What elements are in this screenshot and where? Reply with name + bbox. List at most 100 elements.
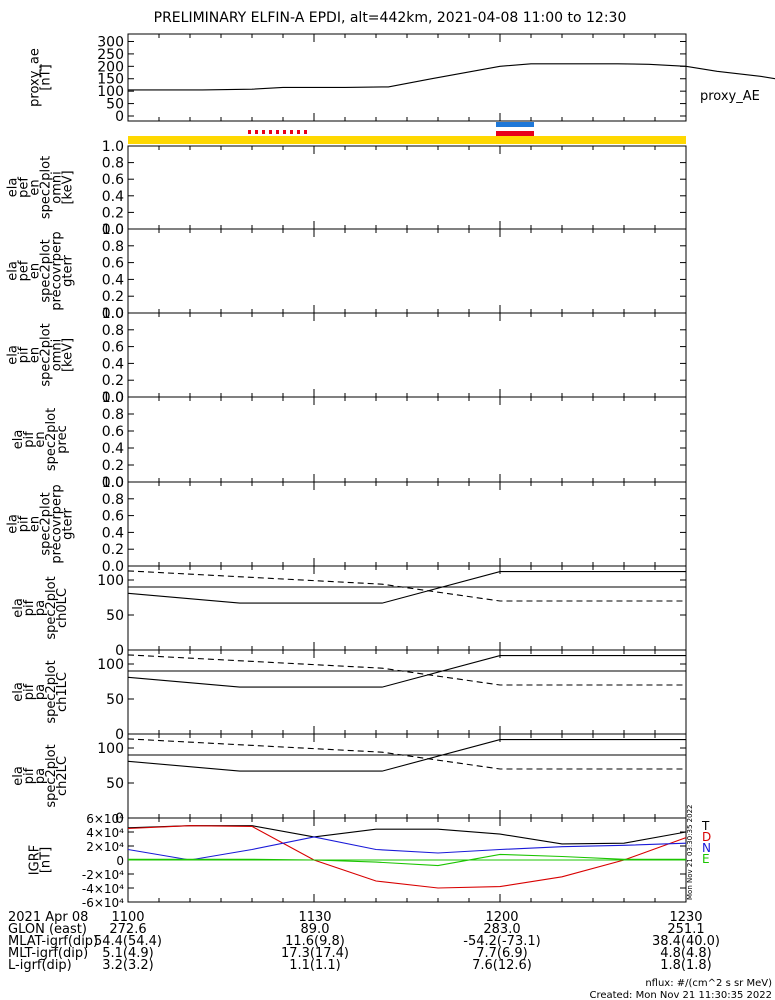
red-mark-tick bbox=[283, 130, 286, 134]
panel-frame bbox=[127, 649, 687, 735]
y-tick-label: 200 bbox=[97, 59, 124, 75]
y-tick-label: 0.2 bbox=[102, 458, 124, 474]
y-axis-label: en bbox=[28, 263, 43, 279]
y-tick-label: 0.0 bbox=[102, 222, 124, 238]
y-tick-label: 1.0 bbox=[102, 139, 124, 155]
y-tick-label: 0.4 bbox=[102, 441, 124, 457]
y-tick-label: 0.4 bbox=[102, 272, 124, 288]
panel-frame bbox=[127, 145, 687, 230]
red-mark-tick bbox=[276, 130, 279, 134]
y-tick-label: 0.4 bbox=[102, 525, 124, 541]
y-tick-label: 100 bbox=[97, 741, 124, 757]
y-axis-label: spec2plot bbox=[39, 239, 54, 302]
y-tick-label: 0.0 bbox=[102, 306, 124, 322]
y-axis-label: ela bbox=[11, 430, 26, 450]
y-axis-label: pef bbox=[17, 177, 32, 198]
y-axis-label: spec2plot bbox=[44, 576, 59, 639]
panel-igrf: -6×10⁴-4×10⁴-2×10⁴02×10⁴4×10⁴6×10⁴IGRF[n… bbox=[28, 812, 712, 910]
y-axis-label: gterr bbox=[61, 507, 76, 539]
y-axis-label: en bbox=[28, 179, 43, 195]
footer-cell: 272.6 bbox=[109, 922, 146, 937]
y-tick-label: 0.2 bbox=[102, 542, 124, 558]
legend-E: E bbox=[702, 852, 710, 866]
y-tick-label: 0.0 bbox=[102, 475, 124, 491]
y-axis-label: pa bbox=[33, 600, 48, 616]
y-tick-label: 0.0 bbox=[102, 559, 124, 575]
y-axis-label: pif bbox=[22, 431, 37, 448]
y-tick-label: 50 bbox=[106, 776, 124, 792]
y-axis-label: spec2plot bbox=[44, 408, 59, 471]
series-line-D bbox=[127, 825, 687, 889]
footer-cell: L-igrf(dip) bbox=[8, 958, 72, 973]
panel-frame bbox=[127, 312, 687, 398]
y-tick-label: 0 bbox=[115, 811, 124, 827]
y-tick-label: 0.2 bbox=[102, 289, 124, 305]
y-tick-label: 100 bbox=[97, 657, 124, 673]
y-tick-label: 0 bbox=[115, 109, 124, 125]
y-tick-label: 1.0 bbox=[102, 222, 124, 238]
footer-cell: 3.2(3.2) bbox=[102, 958, 154, 973]
red-mark-tick bbox=[248, 130, 251, 134]
legend-D: D bbox=[702, 830, 711, 844]
y-axis-label: prec bbox=[55, 425, 70, 453]
created-note: Created: Mon Nov 21 11:30:35 2022 bbox=[589, 990, 772, 1000]
y-axis-label: proxy_ae bbox=[28, 48, 43, 107]
footer-cell: 7.6(12.6) bbox=[472, 958, 532, 973]
y-tick-label: 0.6 bbox=[102, 509, 124, 525]
panel-frame bbox=[127, 396, 687, 483]
legend-N: N bbox=[702, 841, 711, 855]
y-tick-label: 50 bbox=[106, 608, 124, 624]
red-mark-tick bbox=[290, 130, 293, 134]
series-line bbox=[127, 739, 686, 772]
y-tick-label: -4×10⁴ bbox=[82, 882, 124, 896]
y-tick-label: 0 bbox=[115, 643, 124, 659]
y-tick-label: 1.0 bbox=[102, 390, 124, 406]
y-tick-label: -2×10⁴ bbox=[82, 868, 124, 882]
panel-frame bbox=[127, 481, 687, 567]
panel-ela_pef_en_spec2plot_precovrperp_gterr: 0.00.20.40.60.81.0elapefenspec2plotpreco… bbox=[6, 222, 687, 322]
y-axis-label: omni bbox=[50, 339, 65, 371]
y-axis-label: pif bbox=[17, 515, 32, 532]
y-tick-label: 0.4 bbox=[102, 356, 124, 372]
y-axis-label: spec2plot bbox=[39, 323, 54, 386]
y-tick-label: 0.8 bbox=[102, 492, 124, 508]
chart-title: PRELIMINARY ELFIN-A EPDI, alt=442km, 202… bbox=[154, 10, 627, 26]
y-tick-label: 0.6 bbox=[102, 340, 124, 356]
y-tick-label: 50 bbox=[106, 692, 124, 708]
y-axis-label: [keV] bbox=[61, 170, 76, 204]
y-tick-label: 4×10⁴ bbox=[86, 826, 124, 840]
panel-frame bbox=[127, 228, 687, 314]
y-axis-label: pif bbox=[22, 767, 37, 784]
legend-T: T bbox=[701, 819, 710, 833]
y-tick-label: 0 bbox=[116, 854, 124, 868]
y-tick-label: -6×10⁴ bbox=[82, 896, 124, 910]
footer-cell: 1.1(1.1) bbox=[289, 958, 341, 973]
red-mark-tick bbox=[304, 130, 307, 134]
footer-cell: MLT-igrf(dip) bbox=[8, 946, 88, 961]
footer-cell: 54.4(54.4) bbox=[94, 934, 162, 949]
y-axis-label: spec2plot bbox=[39, 492, 54, 555]
series-line-N bbox=[127, 836, 687, 861]
y-tick-label: 0.6 bbox=[102, 424, 124, 440]
y-axis-label: omni bbox=[50, 171, 65, 203]
panel-frame bbox=[127, 33, 687, 122]
footer-cell: -54.2(-73.1) bbox=[463, 934, 540, 949]
y-axis-label: pa bbox=[33, 684, 48, 700]
series-line bbox=[127, 738, 686, 770]
series-line bbox=[127, 654, 686, 686]
red-mark-bar bbox=[496, 131, 534, 136]
y-axis-label: spec2plot bbox=[44, 660, 59, 723]
footer-cell: 4.8(4.8) bbox=[660, 946, 712, 961]
footer-cell: 2021 Apr 08 bbox=[8, 910, 88, 925]
y-tick-label: 300 bbox=[97, 34, 124, 50]
footer-cell: 1230 bbox=[669, 910, 702, 925]
footer-cell: 7.7(6.9) bbox=[476, 946, 528, 961]
y-axis-label: spec2plot bbox=[44, 744, 59, 807]
y-axis-label: ch1LC bbox=[55, 672, 70, 712]
y-axis-label: ela bbox=[11, 682, 26, 702]
y-tick-label: 0.0 bbox=[102, 390, 124, 406]
y-tick-label: 0.6 bbox=[102, 172, 124, 188]
